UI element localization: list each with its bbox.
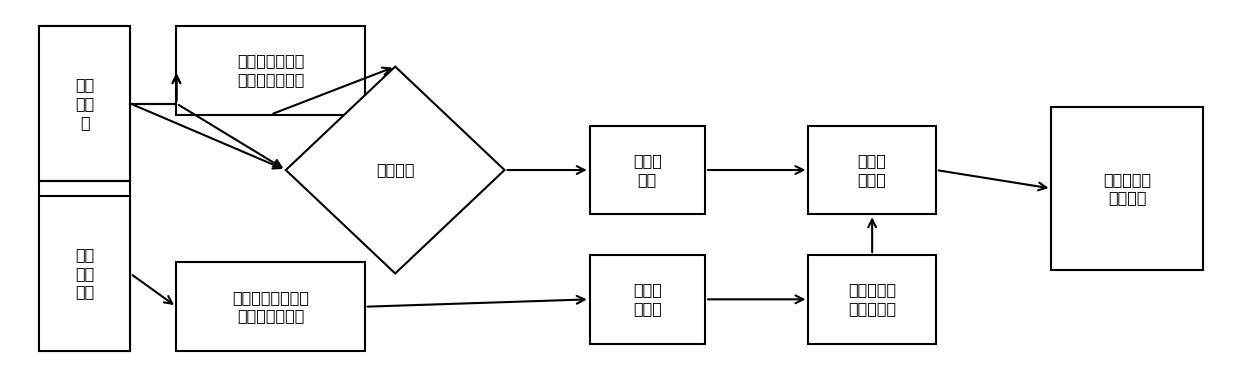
Polygon shape — [285, 67, 505, 273]
Text: 弯管道
检测: 弯管道 检测 — [632, 153, 662, 187]
FancyBboxPatch shape — [40, 196, 130, 351]
Text: 静态下陀螺角速
率平方计算阈值: 静态下陀螺角速 率平方计算阈值 — [237, 54, 304, 87]
FancyBboxPatch shape — [40, 26, 130, 181]
FancyBboxPatch shape — [40, 26, 130, 351]
Text: 环形焊缝、
法兰等检测: 环形焊缝、 法兰等检测 — [848, 282, 897, 316]
FancyBboxPatch shape — [808, 126, 936, 215]
FancyBboxPatch shape — [808, 255, 936, 344]
Text: 极大模
值判断: 极大模 值判断 — [632, 282, 662, 316]
FancyBboxPatch shape — [589, 126, 706, 215]
Text: 三轴
陀螺
仪: 三轴 陀螺 仪 — [76, 77, 94, 130]
FancyBboxPatch shape — [589, 255, 706, 344]
FancyBboxPatch shape — [176, 262, 365, 351]
Text: 阈值比较: 阈值比较 — [376, 162, 414, 178]
Text: 检测结
果合并: 检测结 果合并 — [858, 153, 887, 187]
FancyBboxPatch shape — [1052, 107, 1203, 270]
Text: 管道连接器
检测结果: 管道连接器 检测结果 — [1104, 172, 1152, 205]
Text: 复连续小波变换计
算信号极大模值: 复连续小波变换计 算信号极大模值 — [232, 290, 309, 323]
FancyBboxPatch shape — [176, 26, 365, 115]
Text: 三轴
加速
度计: 三轴 加速 度计 — [76, 247, 94, 300]
